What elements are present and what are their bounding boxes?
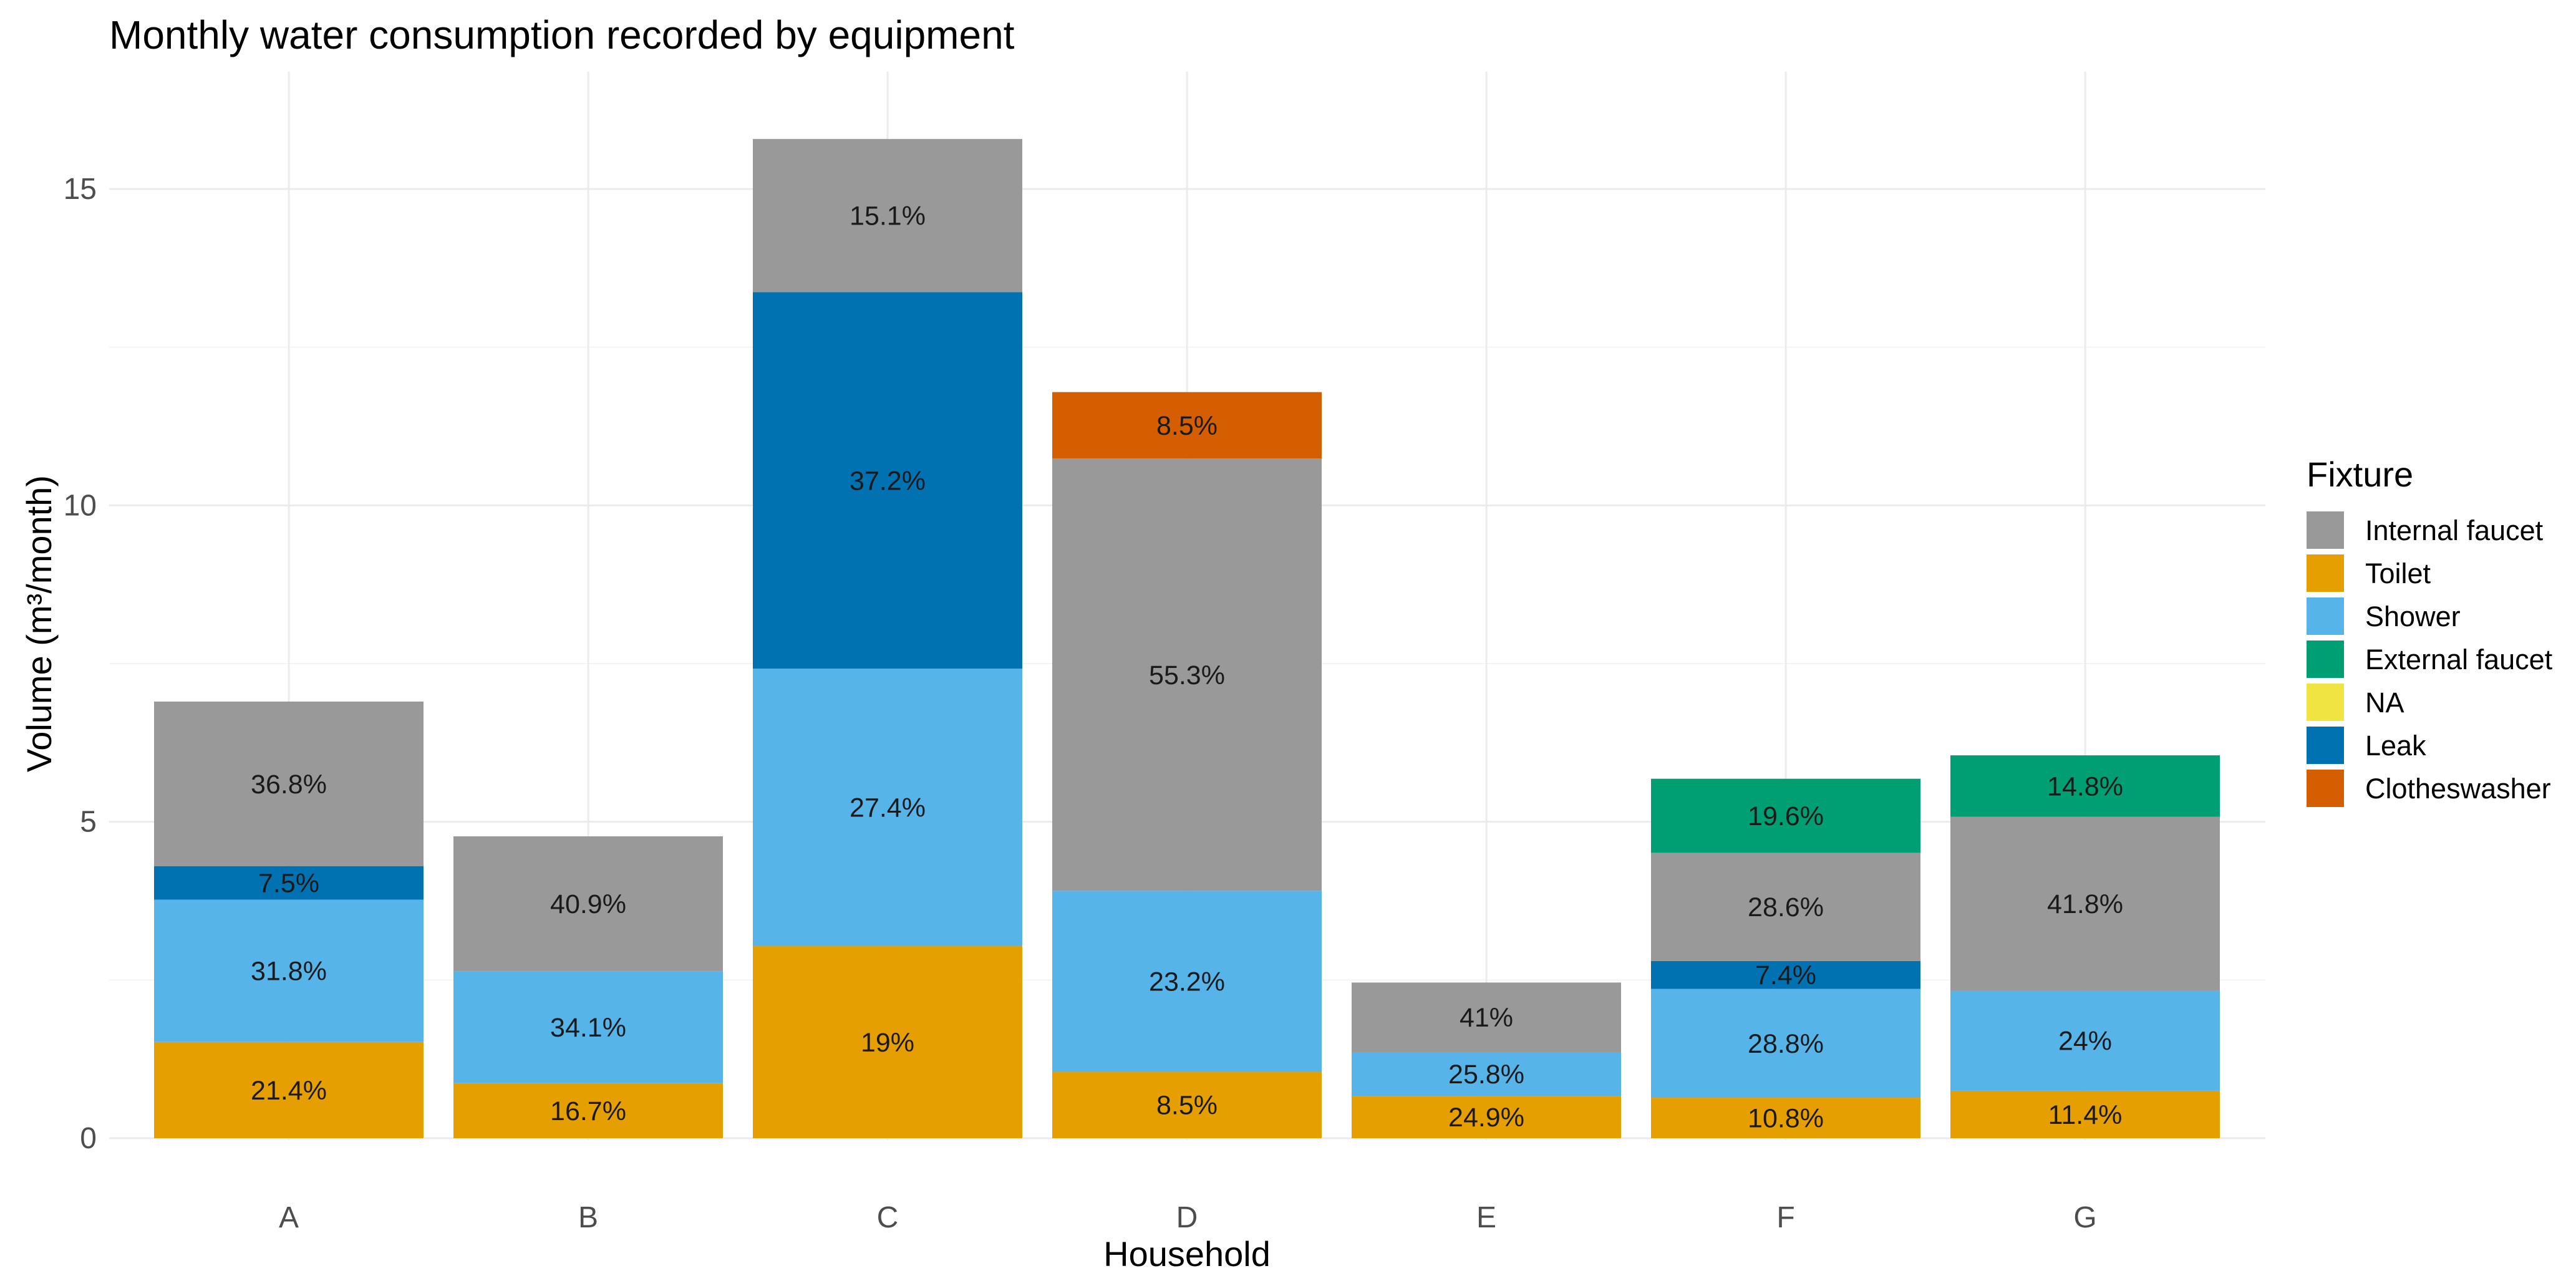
segment-label: 16.7%: [550, 1096, 626, 1126]
chart-title: Monthly water consumption recorded by eq…: [109, 12, 1015, 57]
legend-label: Leak: [2365, 730, 2426, 761]
bar-segment-internal-faucet-d: [1052, 458, 1322, 891]
segment-label: 34.1%: [550, 1013, 626, 1043]
y-axis-title: Volume (m³/month): [19, 475, 59, 772]
bar-segment-shower-c: [753, 669, 1022, 946]
segment-label: 10.8%: [1748, 1104, 1824, 1134]
legend-label: Shower: [2365, 601, 2461, 632]
legend-swatch: [2307, 770, 2344, 807]
legend-swatch: [2307, 511, 2344, 549]
x-tick-label: F: [1776, 1201, 1794, 1234]
bar-segment-external-faucet-g: [1950, 755, 2220, 817]
legend-swatch: [2307, 641, 2344, 678]
bars: [154, 138, 2220, 1138]
legend-swatch: [2307, 727, 2344, 764]
bar-segment-internal-faucet-b: [453, 836, 723, 972]
segment-label: 25.8%: [1448, 1060, 1524, 1090]
bar-segment-internal-faucet-g: [1950, 816, 2220, 991]
legend-items: Internal faucet Toilet Shower External fauc…: [2307, 511, 2553, 807]
segment-labels: 21.4% 16.7% 19% 8.5% 24.9% 10.8% 11.4% 31.8% 34.…: [251, 201, 2123, 1134]
segment-label: 41%: [1460, 1003, 1513, 1033]
segment-label: 7.4%: [1755, 960, 1816, 990]
bar-segment-toilet-f: [1651, 1098, 1920, 1138]
segment-label: 19%: [861, 1028, 914, 1058]
bar-segment-external-faucet-f: [1651, 778, 1920, 853]
y-tick-label: 5: [80, 806, 97, 839]
segment-label: 8.5%: [1156, 1091, 1218, 1121]
x-tick-label: A: [279, 1201, 299, 1234]
legend-swatch: [2307, 597, 2344, 635]
bar-segment-internal-faucet-e: [1352, 982, 1621, 1053]
bar-segment-shower-a: [154, 899, 424, 1042]
y-tick-label: 15: [64, 173, 97, 206]
legend-label: Clotheswasher: [2365, 773, 2551, 805]
legend-label: Toilet: [2365, 558, 2431, 589]
bar-segment-internal-faucet-f: [1651, 853, 1920, 961]
x-tick-label: C: [877, 1201, 899, 1234]
y-tick-label: 10: [64, 489, 97, 522]
bar-segment-shower-d: [1052, 891, 1322, 1072]
segment-label: 15.1%: [850, 201, 926, 231]
legend: Fixture Internal faucet Toilet Shower Exter…: [2307, 455, 2553, 807]
x-tick-label: B: [578, 1201, 598, 1234]
bar-segment-leak-c: [753, 292, 1022, 669]
x-tick-label: D: [1176, 1201, 1198, 1234]
bar-segment-toilet-b: [453, 1083, 723, 1138]
segment-label: 11.4%: [2048, 1100, 2123, 1130]
bar-segment-leak-a: [154, 866, 424, 900]
bar-segment-shower-g: [1950, 990, 2220, 1091]
bar-segment-shower-e: [1352, 1052, 1621, 1096]
bar-segment-toilet-a: [154, 1042, 424, 1138]
legend-swatch: [2307, 684, 2344, 721]
segment-label: 41.8%: [2047, 889, 2123, 919]
segment-label: 8.5%: [1156, 411, 1218, 441]
legend-label: External faucet: [2365, 644, 2553, 675]
segment-label: 23.2%: [1149, 967, 1225, 997]
bar-segment-toilet-g: [1950, 1090, 2220, 1138]
bar-segment-shower-f: [1651, 989, 1920, 1098]
y-axis-ticks: 0 5 10 15: [64, 173, 97, 1155]
segment-label: 27.4%: [850, 793, 926, 823]
segment-label: 40.9%: [550, 889, 626, 919]
segment-label: 7.5%: [258, 869, 319, 899]
segment-label: 14.8%: [2047, 771, 2123, 801]
bar-segment-clotheswasher-d: [1052, 392, 1322, 459]
segment-label: 37.2%: [850, 466, 926, 496]
x-tick-label: E: [1476, 1201, 1496, 1234]
y-tick-label: 0: [80, 1122, 97, 1155]
segment-label: 21.4%: [251, 1076, 327, 1106]
x-tick-label: G: [2073, 1201, 2096, 1234]
segment-label: 28.6%: [1748, 892, 1824, 922]
segment-label: 19.6%: [1748, 801, 1824, 831]
legend-swatch: [2307, 554, 2344, 592]
bar-segment-toilet-d: [1052, 1071, 1322, 1138]
bar-segment-leak-f: [1651, 960, 1920, 989]
bar-segment-internal-faucet-c: [753, 138, 1022, 292]
segment-label: 24.9%: [1448, 1103, 1524, 1133]
x-axis-ticks: A B C D E F G: [279, 1201, 2097, 1234]
bar-segment-toilet-c: [753, 945, 1022, 1138]
bar-segment-toilet-e: [1352, 1096, 1621, 1138]
legend-label: Internal faucet: [2365, 515, 2544, 546]
bar-segment-internal-faucet-a: [154, 701, 424, 866]
segment-label: 55.3%: [1149, 660, 1225, 690]
x-axis-title: Household: [1103, 1234, 1271, 1274]
segment-label: 31.8%: [251, 957, 327, 987]
segment-label: 36.8%: [251, 770, 327, 800]
segment-label: 28.8%: [1748, 1029, 1824, 1059]
bar-segment-shower-b: [453, 971, 723, 1083]
legend-title: Fixture: [2307, 455, 2413, 494]
legend-label: NA: [2365, 687, 2404, 718]
segment-label: 24%: [2058, 1027, 2112, 1056]
